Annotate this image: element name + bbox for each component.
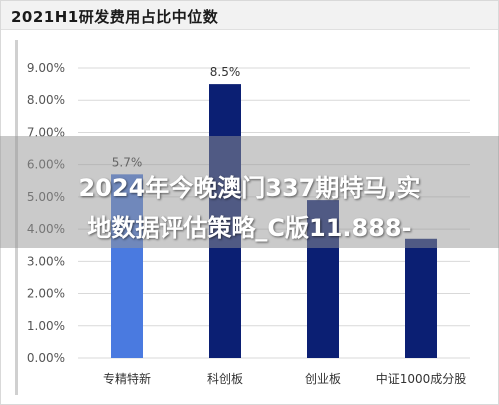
y-tick-label: 0.00% bbox=[27, 351, 65, 365]
x-tick-label: 专精特新 bbox=[103, 371, 151, 386]
chart-title: 2021H1研发费用占比中位数 bbox=[11, 8, 219, 26]
overlay-text-line-1: 2024年今晚澳门337期特马,实 bbox=[78, 174, 421, 202]
chart-header: 2021H1研发费用占比中位数 bbox=[1, 1, 498, 30]
overlay-text-line-2: 地数据评估策略_C版11.888- bbox=[87, 214, 412, 242]
x-tick-label: 中证1000成分股 bbox=[376, 371, 467, 386]
x-tick-label: 科创板 bbox=[207, 372, 243, 386]
bar bbox=[405, 238, 437, 358]
data-label: 8.5% bbox=[210, 65, 241, 79]
x-tick-label: 创业板 bbox=[305, 372, 341, 386]
y-tick-label: 7.00% bbox=[27, 125, 65, 139]
y-tick-label: 8.00% bbox=[27, 93, 65, 107]
y-tick-label: 1.00% bbox=[27, 319, 65, 333]
y-tick-label: 3.00% bbox=[27, 254, 65, 268]
y-tick-label: 9.00% bbox=[27, 61, 65, 75]
watermark-overlay bbox=[0, 136, 499, 248]
y-tick-label: 2.00% bbox=[27, 287, 65, 301]
